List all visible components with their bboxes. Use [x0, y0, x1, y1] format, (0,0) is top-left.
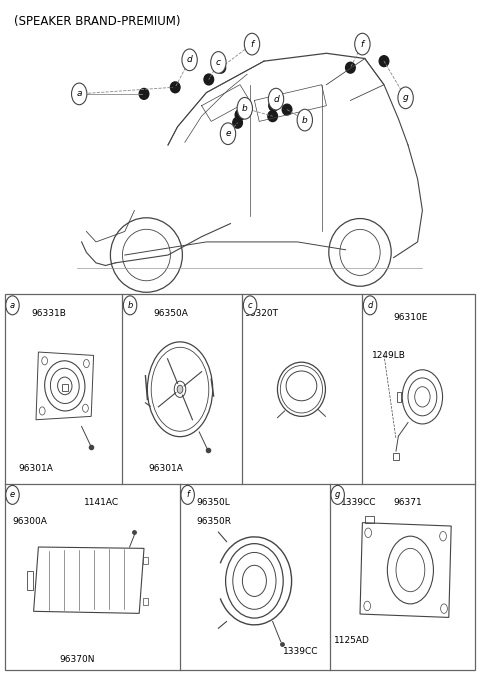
Text: f: f	[186, 490, 189, 500]
Ellipse shape	[139, 89, 149, 100]
Ellipse shape	[346, 62, 355, 73]
Ellipse shape	[282, 104, 292, 115]
Ellipse shape	[233, 117, 242, 128]
Text: e: e	[225, 129, 231, 138]
Bar	[393, 453, 399, 460]
Circle shape	[72, 83, 87, 105]
Circle shape	[182, 49, 197, 70]
Text: 96350R: 96350R	[196, 517, 231, 526]
Circle shape	[211, 51, 226, 73]
Text: a: a	[10, 301, 15, 310]
Text: d: d	[273, 95, 279, 104]
Text: 1125AD: 1125AD	[334, 636, 370, 645]
Ellipse shape	[204, 74, 214, 85]
Ellipse shape	[379, 56, 389, 66]
Circle shape	[6, 485, 19, 504]
Text: d: d	[367, 301, 373, 310]
Text: 96300A: 96300A	[12, 517, 47, 526]
Text: 96301A: 96301A	[148, 464, 183, 473]
Bar	[397, 392, 401, 401]
Text: 1339CC: 1339CC	[341, 498, 376, 507]
Circle shape	[363, 296, 377, 315]
Circle shape	[181, 485, 194, 504]
Text: 96331B: 96331B	[31, 309, 66, 318]
Ellipse shape	[268, 111, 277, 122]
Circle shape	[297, 109, 312, 131]
Text: 1249LB: 1249LB	[372, 351, 406, 359]
Text: b: b	[127, 301, 133, 310]
Text: 96301A: 96301A	[19, 464, 53, 473]
Text: 96320T: 96320T	[245, 309, 278, 318]
Text: b: b	[302, 116, 308, 125]
Circle shape	[355, 33, 370, 55]
Circle shape	[243, 296, 257, 315]
Text: 96350A: 96350A	[154, 309, 189, 318]
Text: a: a	[76, 89, 82, 98]
Circle shape	[220, 123, 236, 145]
Text: 96370N: 96370N	[59, 655, 95, 663]
Text: c: c	[216, 58, 221, 67]
Ellipse shape	[170, 82, 180, 93]
Text: d: d	[187, 56, 192, 64]
Bar	[5, 294, 475, 670]
Text: 96310E: 96310E	[393, 313, 428, 322]
Text: 96371: 96371	[394, 498, 422, 507]
Circle shape	[237, 97, 252, 119]
Text: f: f	[251, 40, 253, 49]
Text: 96350L: 96350L	[197, 498, 230, 507]
Circle shape	[331, 485, 345, 504]
Text: f: f	[361, 40, 364, 49]
Circle shape	[268, 88, 284, 110]
Bar	[143, 598, 148, 605]
Bar	[27, 571, 33, 590]
Text: 1339CC: 1339CC	[283, 647, 319, 656]
Circle shape	[244, 33, 260, 55]
Bar	[62, 384, 68, 391]
Bar	[365, 516, 374, 523]
Ellipse shape	[235, 110, 245, 121]
Circle shape	[123, 296, 137, 315]
Bar	[143, 557, 148, 564]
Circle shape	[6, 296, 19, 315]
Text: e: e	[10, 490, 15, 500]
Text: g: g	[403, 93, 408, 102]
Circle shape	[177, 385, 183, 393]
Text: b: b	[242, 104, 248, 113]
Ellipse shape	[269, 100, 278, 111]
Text: g: g	[335, 490, 340, 500]
Text: (SPEAKER BRAND-PREMIUM): (SPEAKER BRAND-PREMIUM)	[14, 15, 181, 28]
Text: c: c	[248, 301, 252, 310]
Ellipse shape	[216, 62, 226, 73]
Circle shape	[398, 87, 413, 108]
Text: 1141AC: 1141AC	[84, 498, 119, 507]
